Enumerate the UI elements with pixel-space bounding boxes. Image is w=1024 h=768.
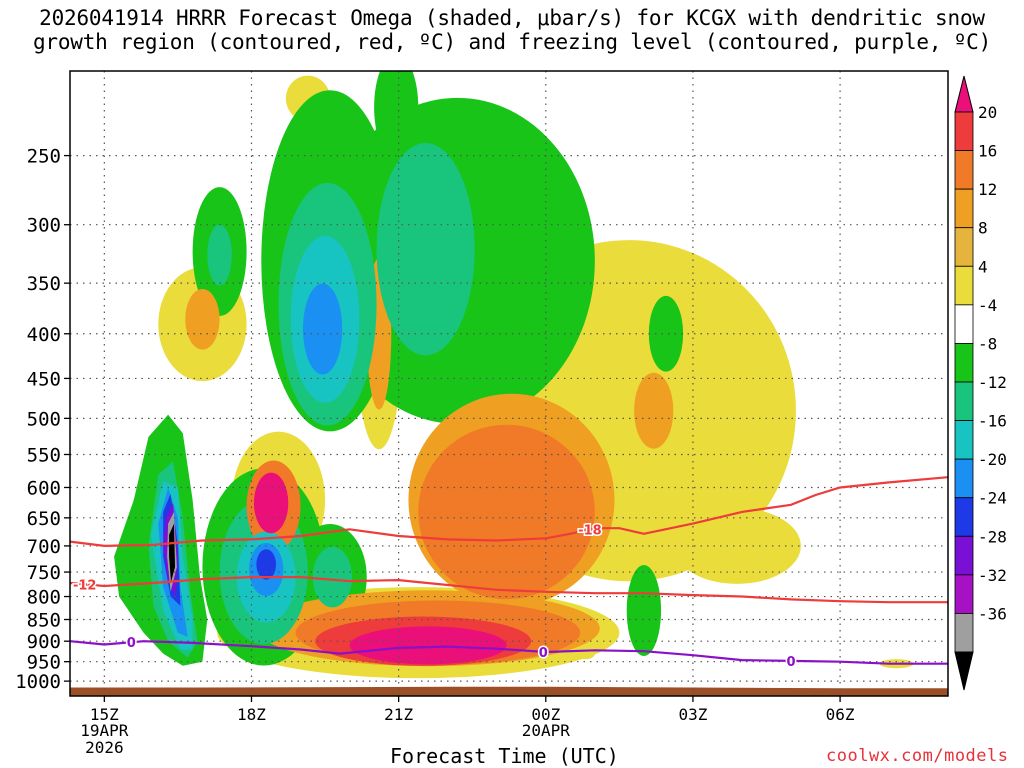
colorbar-swatch <box>954 574 974 614</box>
x-tick-sublabel: 2026 <box>85 738 124 757</box>
snow-growth-contour <box>70 476 948 548</box>
y-tick-label: 700 <box>27 536 61 558</box>
omega-region <box>207 224 232 286</box>
colorbar-swatch <box>954 535 974 576</box>
colorbar-swatch <box>954 381 974 421</box>
colorbar-swatch <box>954 343 974 383</box>
colorbar-swatch <box>954 420 974 460</box>
y-tick-label: 750 <box>27 562 61 584</box>
omega-region <box>256 549 277 580</box>
contour-label: 0 <box>539 646 548 661</box>
x-axis-label: Forecast Time (UTC) <box>390 744 619 768</box>
colorbar-swatch <box>954 227 974 267</box>
colorbar-swatch <box>954 111 974 151</box>
y-tick-label: 350 <box>27 273 61 295</box>
y-tick-label: 250 <box>27 146 61 168</box>
colorbar-label: -20 <box>978 450 1007 469</box>
colorbar-swatch <box>954 497 974 537</box>
x-tick-label: 21Z <box>384 705 413 724</box>
omega-region <box>418 424 595 600</box>
terrain <box>70 686 948 696</box>
omega-region <box>634 372 674 449</box>
y-tick-label: 400 <box>27 324 61 346</box>
colorbar-label: 4 <box>978 257 988 276</box>
colorbar-label: 20 <box>978 103 997 122</box>
contour-label: -12 <box>73 578 97 593</box>
omega-region <box>185 288 220 350</box>
colorbar-arrow-bottom <box>954 651 974 691</box>
colorbar: 20 16 12 8 4 -4 -8 -12 -16 -20 -24 -28 -32 -36 <box>954 75 1007 691</box>
omega-region <box>253 472 289 534</box>
colorbar-swatch <box>954 265 974 306</box>
y-tick-label: 800 <box>27 587 61 609</box>
omega-region <box>626 565 662 656</box>
x-tick-sublabel: 19APR <box>80 721 129 740</box>
snow-growth-contour <box>70 575 948 604</box>
freezing-level-contour <box>70 640 948 665</box>
contour-label: 0 <box>787 655 796 670</box>
omega-region <box>312 546 353 608</box>
colorbar-label: -28 <box>978 527 1007 546</box>
x-tick-label: 03Z <box>678 705 707 724</box>
x-tick-label: 15Z <box>90 705 119 724</box>
colorbar-swatch <box>954 304 974 344</box>
title-line-2: growth region (contoured, red, ºC) and f… <box>32 30 992 54</box>
colorbar-label: -36 <box>978 604 1007 623</box>
colorbar-label: -12 <box>978 373 1007 392</box>
contour-label: -18 <box>578 523 602 538</box>
y-tick-label: 650 <box>27 508 61 530</box>
colorbar-swatch <box>954 613 974 653</box>
omega-region <box>169 523 175 582</box>
plot-frame <box>69 70 949 697</box>
omega-region <box>302 283 343 375</box>
omega-region <box>349 626 507 665</box>
terrain-fill <box>70 686 948 696</box>
colorbar-label: -8 <box>978 334 997 353</box>
colorbar-label: 12 <box>978 180 997 199</box>
omega-region <box>374 71 419 161</box>
contour-label: 0 <box>127 636 136 651</box>
x-tick-label: 00Z <box>531 705 560 724</box>
x-tick-label: 18Z <box>237 705 266 724</box>
colorbar-label: -16 <box>978 412 1007 431</box>
y-tick-label: 500 <box>27 408 61 430</box>
contours: -18 -12 0 0 0 <box>70 476 948 671</box>
site-credit: coolwx.com/models <box>826 746 1009 766</box>
y-tick-label: 850 <box>27 610 61 632</box>
title-line-1: 2026041914 HRRR Forecast Omega (shaded, … <box>39 6 985 30</box>
colorbar-label: -32 <box>978 566 1007 585</box>
omega-region <box>376 143 475 356</box>
omega-shading <box>114 71 914 679</box>
y-tick-label: 900 <box>27 631 61 653</box>
x-tick-sublabel: 20APR <box>522 721 571 740</box>
colorbar-label: -4 <box>978 296 997 315</box>
y-tick-label: 550 <box>27 444 61 466</box>
y-tick-label: 950 <box>27 652 61 674</box>
axes: 2503003504004505005506006507007508008509… <box>15 146 855 757</box>
colorbar-label: -24 <box>978 489 1007 508</box>
omega-region <box>673 508 801 584</box>
y-tick-label: 600 <box>27 477 61 499</box>
y-tick-label: 450 <box>27 368 61 390</box>
y-tick-label: 300 <box>27 215 61 237</box>
colorbar-swatch <box>954 188 974 229</box>
colorbar-swatch <box>954 150 974 190</box>
chart-title: 2026041914 HRRR Forecast Omega (shaded, … <box>0 6 1024 54</box>
colorbar-arrow-top <box>954 75 974 113</box>
colorbar-label: 16 <box>978 142 997 161</box>
colorbar-label: 8 <box>978 219 988 238</box>
colorbar-swatch <box>954 458 974 499</box>
x-tick-label: 06Z <box>826 705 855 724</box>
omega-region <box>648 295 684 372</box>
y-tick-label: 1000 <box>15 671 61 693</box>
